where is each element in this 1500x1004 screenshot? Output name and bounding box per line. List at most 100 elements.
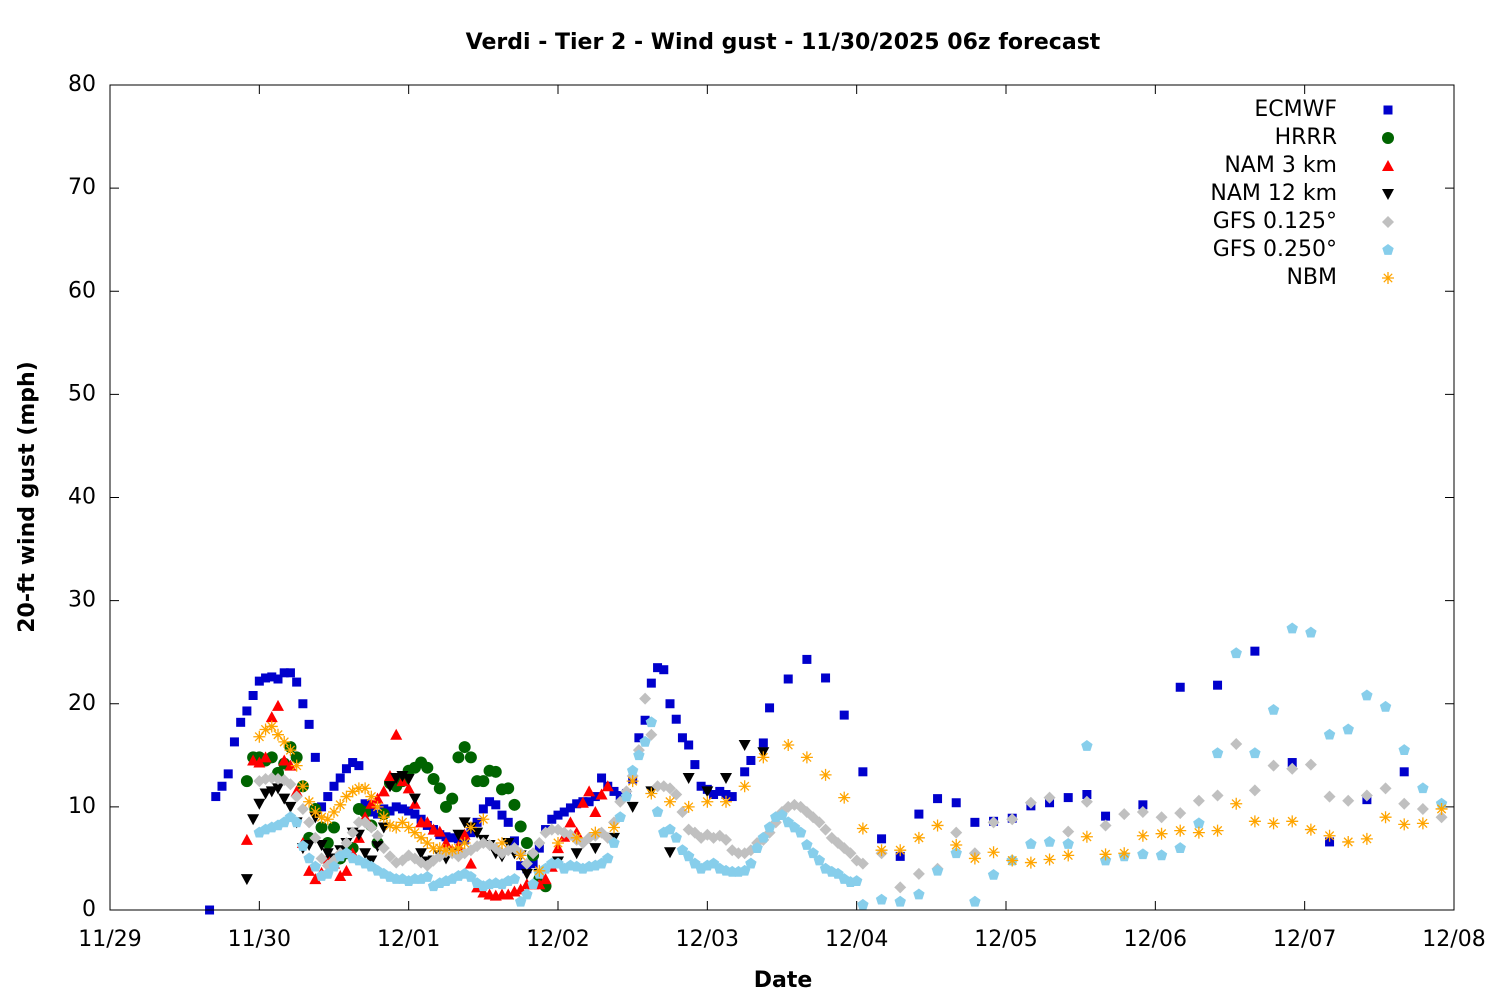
point	[240, 833, 253, 845]
point	[1211, 789, 1224, 802]
point	[1323, 790, 1336, 803]
point	[229, 737, 239, 747]
point	[371, 800, 384, 813]
point	[651, 806, 664, 817]
point	[446, 844, 459, 857]
point	[1398, 744, 1410, 756]
point	[664, 823, 676, 835]
point	[894, 895, 906, 907]
point	[875, 844, 888, 857]
point	[1342, 723, 1354, 735]
point	[211, 792, 221, 802]
point	[639, 692, 652, 705]
point	[589, 806, 602, 818]
legend-label: NBM	[1286, 265, 1337, 290]
point	[433, 782, 446, 795]
point	[738, 780, 751, 793]
point	[335, 773, 345, 783]
point	[670, 831, 682, 843]
point	[284, 801, 297, 813]
point	[931, 864, 944, 876]
point	[659, 665, 669, 675]
point	[1024, 856, 1037, 869]
point	[284, 778, 297, 791]
point	[564, 816, 577, 828]
point	[1211, 824, 1224, 837]
point	[912, 867, 925, 880]
point	[740, 767, 750, 777]
point	[520, 857, 533, 870]
point	[1062, 838, 1074, 849]
point	[458, 836, 471, 849]
point	[290, 751, 303, 764]
plot-area	[205, 622, 1448, 915]
point	[377, 842, 390, 855]
point	[248, 691, 258, 700]
point	[1136, 806, 1149, 819]
point	[309, 873, 322, 885]
point	[321, 848, 334, 860]
point	[303, 864, 316, 876]
y-tick-label: 50	[68, 381, 96, 406]
point	[839, 710, 849, 720]
point	[346, 826, 359, 839]
point	[290, 790, 303, 803]
point	[402, 782, 415, 794]
point	[727, 792, 737, 802]
point	[1174, 824, 1187, 837]
point	[321, 813, 334, 826]
y-tick-label: 40	[68, 485, 96, 510]
point	[682, 773, 695, 784]
point	[223, 769, 233, 779]
point	[1361, 689, 1373, 701]
point	[514, 849, 527, 862]
y-tick-label: 60	[68, 278, 96, 303]
point	[1249, 747, 1261, 759]
point	[583, 785, 596, 797]
point	[452, 829, 465, 841]
point	[1025, 838, 1037, 849]
point	[1435, 811, 1448, 824]
point	[651, 780, 664, 793]
point	[527, 847, 540, 860]
point	[1192, 826, 1205, 839]
point	[1136, 829, 1149, 842]
point	[309, 860, 322, 872]
point	[1062, 849, 1075, 862]
point	[701, 786, 714, 798]
point	[427, 842, 440, 855]
point	[328, 806, 340, 819]
point	[690, 760, 700, 770]
point	[1174, 842, 1186, 853]
point	[489, 765, 502, 778]
point	[465, 871, 477, 882]
point	[1304, 758, 1317, 771]
point	[402, 774, 415, 786]
point	[1024, 796, 1037, 809]
point	[236, 717, 246, 727]
point	[1379, 700, 1392, 712]
point	[408, 826, 421, 839]
point	[757, 751, 770, 764]
point	[608, 836, 620, 848]
point	[508, 798, 521, 811]
point	[521, 888, 533, 900]
point	[626, 764, 639, 776]
point	[217, 781, 227, 791]
point	[315, 811, 328, 824]
point	[371, 841, 384, 853]
point	[440, 844, 452, 857]
point	[1155, 849, 1168, 861]
point	[1360, 832, 1373, 845]
point	[384, 781, 396, 793]
point	[895, 851, 905, 861]
point	[877, 834, 887, 844]
point	[1193, 817, 1205, 829]
point	[1305, 626, 1317, 638]
point	[240, 874, 253, 886]
point	[1063, 793, 1073, 803]
point	[352, 816, 365, 829]
point	[931, 819, 944, 832]
legend-label: GFS 0.250°	[1213, 237, 1337, 262]
point	[746, 755, 756, 765]
